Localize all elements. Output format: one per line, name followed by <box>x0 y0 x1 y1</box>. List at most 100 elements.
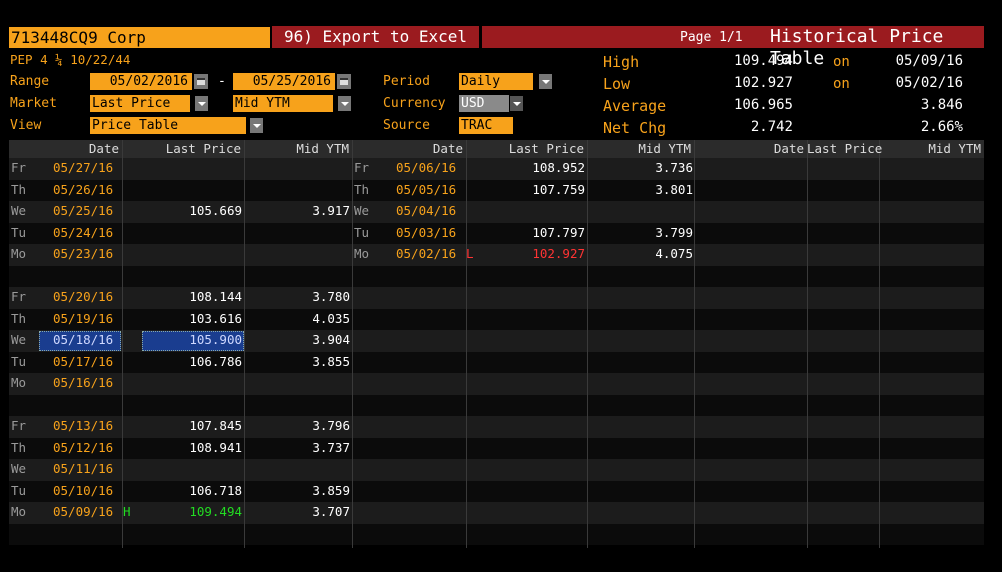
row-mid-ytm[interactable]: 3.707 <box>312 504 350 519</box>
row-mid-ytm[interactable]: 3.859 <box>312 482 350 498</box>
row-date[interactable]: 05/09/16 <box>53 504 114 519</box>
currency-field[interactable]: USD <box>459 95 509 112</box>
column-divider <box>807 140 808 548</box>
row-last-price[interactable]: 103.616 <box>189 310 242 326</box>
row-mid-ytm[interactable] <box>587 200 693 222</box>
row-last-price[interactable]: 108.144 <box>189 289 242 304</box>
row-mid-ytm[interactable] <box>244 458 350 480</box>
row-last-price[interactable] <box>122 157 242 179</box>
row-date[interactable]: 05/06/16 <box>396 160 457 175</box>
row-mid-ytm[interactable]: 3.855 <box>312 353 350 369</box>
row-date[interactable]: 05/24/16 <box>53 224 114 240</box>
row-date[interactable]: 05/18/16 <box>53 332 114 347</box>
row-mid-ytm[interactable]: 3.801 <box>655 181 693 197</box>
header-mid-ytm[interactable]: Mid YTM <box>638 141 691 156</box>
range-end-field[interactable]: 05/25/2016 <box>233 73 335 90</box>
row-last-price[interactable]: 106.786 <box>189 353 242 369</box>
row-last-price[interactable]: 102.927 <box>532 246 585 261</box>
table-row <box>9 351 984 373</box>
chevron-down-icon[interactable] <box>195 96 208 111</box>
row-mid-ytm[interactable] <box>244 179 350 201</box>
row-last-price[interactable]: 105.900 <box>189 332 242 347</box>
row-last-price[interactable] <box>122 394 242 416</box>
source-field[interactable]: TRAC <box>459 117 513 134</box>
row-mid-ytm[interactable]: 3.780 <box>312 289 350 304</box>
header-last-price[interactable]: Last Price <box>508 141 584 156</box>
row-mid-ytm[interactable] <box>244 394 350 416</box>
row-date[interactable]: 05/13/16 <box>53 418 114 433</box>
chevron-down-icon[interactable] <box>539 74 552 89</box>
row-last-price[interactable] <box>122 243 242 265</box>
row-date[interactable]: 05/03/16 <box>396 224 457 240</box>
row-mid-ytm[interactable]: 4.035 <box>312 310 350 326</box>
row-date[interactable]: 05/05/16 <box>396 181 457 197</box>
row-flag: L <box>466 246 474 261</box>
row-mid-ytm[interactable]: 3.796 <box>312 418 350 433</box>
header-date[interactable]: Date <box>773 141 804 156</box>
row-last-price[interactable]: 108.941 <box>189 439 242 455</box>
row-last-price[interactable] <box>465 200 585 222</box>
row-date[interactable]: 05/11/16 <box>53 461 114 476</box>
currency-label: Currency <box>383 96 446 111</box>
market-field[interactable]: Last Price <box>90 95 190 112</box>
header-mid-ytm[interactable]: Mid YTM <box>296 141 349 156</box>
row-last-price[interactable] <box>122 265 242 287</box>
row-mid-ytm[interactable]: 3.904 <box>312 332 350 347</box>
row-last-price[interactable]: 105.669 <box>189 203 242 218</box>
row-mid-ytm[interactable]: 3.736 <box>655 160 693 175</box>
row-last-price[interactable] <box>122 458 242 480</box>
row-mid-ytm[interactable] <box>244 157 350 179</box>
row-date[interactable]: 05/16/16 <box>53 375 114 390</box>
row-mid-ytm[interactable]: 4.075 <box>655 246 693 261</box>
row-date[interactable]: 05/23/16 <box>53 246 114 261</box>
row-date[interactable]: 05/19/16 <box>53 310 114 326</box>
row-date[interactable]: 05/17/16 <box>53 353 114 369</box>
row-last-price[interactable]: 107.845 <box>189 418 242 433</box>
row-date[interactable]: 05/04/16 <box>396 203 457 218</box>
page-title: Historical Price Table <box>770 26 944 69</box>
selected-cell-last-price[interactable] <box>142 331 244 351</box>
row-last-price[interactable]: 109.494 <box>189 504 242 519</box>
row-date[interactable]: 05/12/16 <box>53 439 114 455</box>
row-mid-ytm[interactable] <box>244 222 350 244</box>
header-date[interactable]: Date <box>88 141 119 156</box>
column-divider <box>466 140 467 548</box>
row-last-price[interactable]: 108.952 <box>532 160 585 175</box>
row-date[interactable]: 05/25/16 <box>53 203 114 218</box>
row-last-price[interactable] <box>122 222 242 244</box>
table-row <box>9 416 984 438</box>
calendar-icon[interactable] <box>337 74 351 89</box>
row-mid-ytm[interactable] <box>244 265 350 287</box>
row-mid-ytm[interactable]: 3.737 <box>312 439 350 455</box>
security-box[interactable]: 713448CQ9 Corp <box>9 27 270 48</box>
header-last-price[interactable]: Last Price <box>165 141 241 156</box>
header-date[interactable]: Date <box>432 141 463 156</box>
row-mid-ytm[interactable]: 3.799 <box>655 224 693 240</box>
view-field[interactable]: Price Table <box>90 117 246 134</box>
header-last-price[interactable]: Last Price <box>807 141 883 156</box>
row-mid-ytm[interactable]: 3.917 <box>312 203 350 218</box>
market-field-2[interactable]: Mid YTM <box>233 95 333 112</box>
calendar-icon[interactable] <box>194 74 208 89</box>
column-divider <box>352 140 353 548</box>
row-last-price[interactable]: 107.797 <box>532 224 585 240</box>
row-last-price[interactable]: 107.759 <box>532 181 585 197</box>
export-to-excel-button[interactable]: 96) Export to Excel <box>272 26 479 48</box>
chevron-down-icon[interactable] <box>338 96 351 111</box>
row-mid-ytm[interactable] <box>244 372 350 394</box>
row-date[interactable]: 05/26/16 <box>53 181 114 197</box>
row-date[interactable]: 05/27/16 <box>53 160 114 175</box>
range-start-field[interactable]: 05/02/2016 <box>90 73 192 90</box>
row-mid-ytm[interactable] <box>244 243 350 265</box>
row-last-price[interactable] <box>122 372 242 394</box>
selected-cell-date[interactable] <box>39 331 121 351</box>
period-field[interactable]: Daily <box>459 73 533 90</box>
chevron-down-icon[interactable] <box>250 118 263 133</box>
row-date[interactable]: 05/02/16 <box>396 246 457 261</box>
chevron-down-icon[interactable] <box>510 96 523 111</box>
row-date[interactable]: 05/10/16 <box>53 482 114 498</box>
header-mid-ytm[interactable]: Mid YTM <box>928 141 981 156</box>
row-date[interactable]: 05/20/16 <box>53 289 114 304</box>
row-last-price[interactable] <box>122 179 242 201</box>
row-last-price[interactable]: 106.718 <box>189 482 242 498</box>
